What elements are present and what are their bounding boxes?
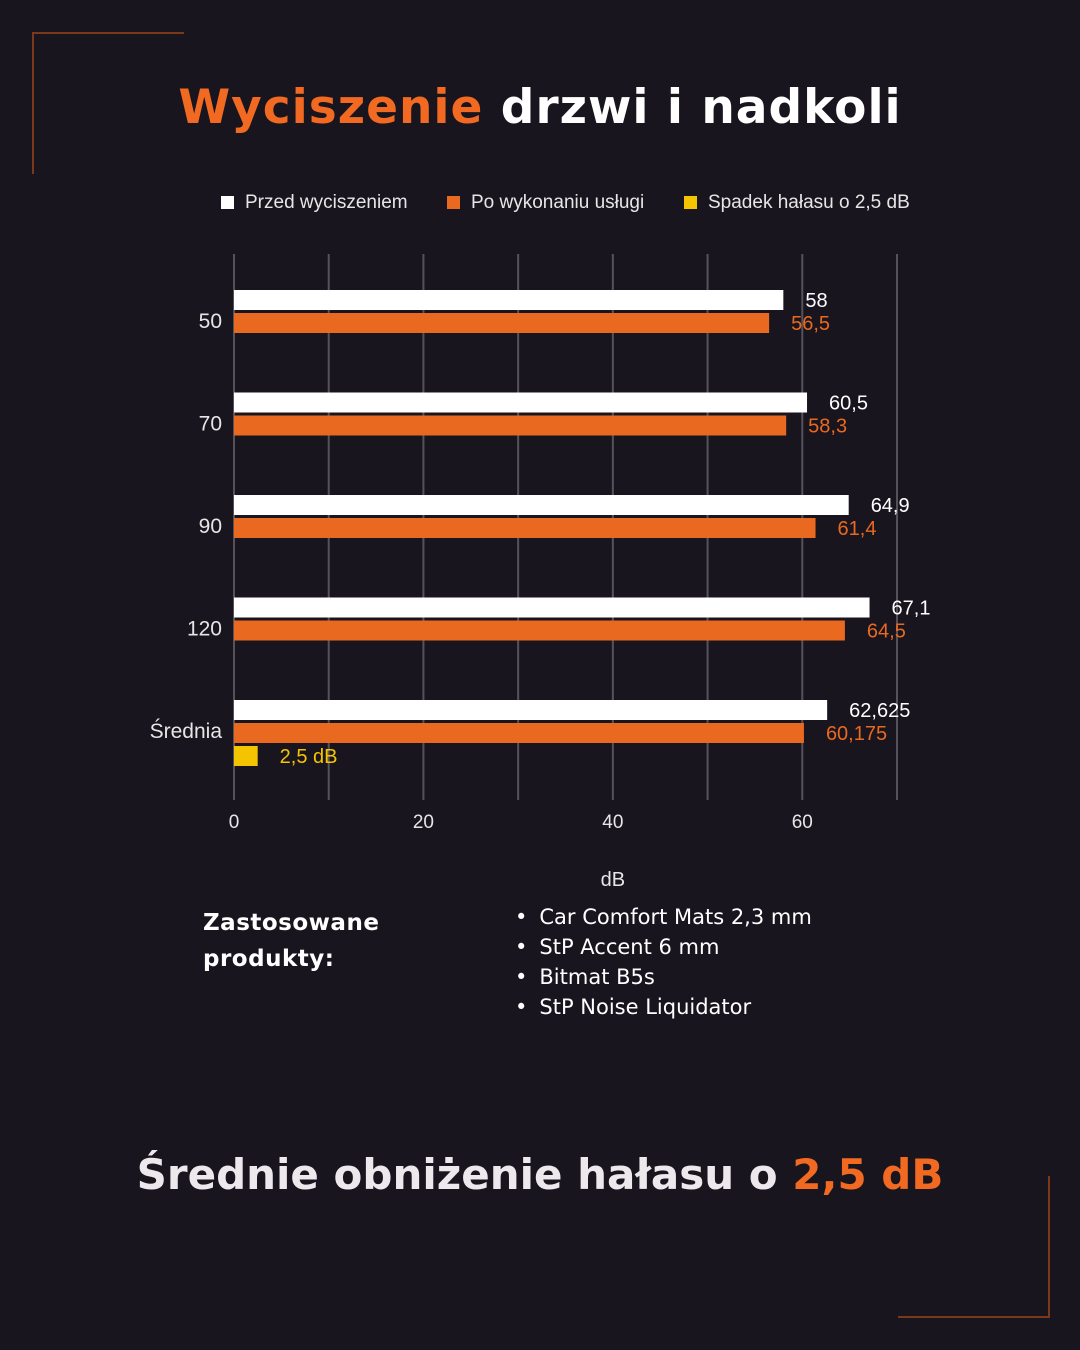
bar	[234, 597, 870, 618]
bar	[234, 700, 828, 720]
product-item: StP Accent 6 mm	[515, 932, 812, 962]
data-label: 58,3	[808, 416, 847, 438]
bar	[234, 290, 784, 310]
legend-label: Po wykonaniu usługi	[471, 192, 644, 213]
x-axis-label: dB	[601, 869, 625, 891]
legend-swatch	[447, 196, 460, 209]
x-tick-label: 20	[413, 812, 434, 833]
title-accent: Wyciszenie	[178, 80, 484, 135]
legend-swatch	[684, 196, 697, 209]
corner-frame-top-left	[32, 32, 184, 174]
data-label: 64,5	[867, 621, 906, 643]
bar	[234, 746, 258, 766]
data-label: 67,1	[892, 598, 931, 620]
bar	[234, 518, 816, 538]
x-tick-label: 60	[792, 812, 813, 833]
page-title: Wyciszenie drzwi i nadkoli	[0, 80, 1080, 135]
bar	[234, 313, 770, 333]
bar-chart: 0 20 40 60 dB Przed wyciszeniem Po wykonaniu u…	[150, 192, 931, 891]
y-tick-label: 120	[187, 618, 222, 641]
data-label: 62,625	[849, 700, 910, 722]
data-label: 64,9	[871, 495, 910, 517]
y-tick-label: 50	[199, 310, 222, 333]
summary-main: Średnie obniżenie hałasu o	[136, 1150, 778, 1199]
products-list: Car Comfort Mats 2,3 mm StP Accent 6 mm …	[515, 902, 812, 1022]
legend-label: Spadek hałasu o 2,5 dB	[708, 192, 910, 213]
products-heading-line1: Zastosowane	[203, 910, 380, 936]
y-tick-label: 70	[199, 413, 222, 436]
data-label: 56,5	[791, 313, 830, 335]
product-item: Car Comfort Mats 2,3 mm	[515, 902, 811, 932]
x-tick-label: 40	[602, 812, 623, 833]
bar	[234, 495, 849, 515]
data-label: 61,4	[838, 518, 877, 540]
bar	[234, 415, 787, 436]
data-label: 2,5 dB	[280, 746, 338, 768]
products-heading: Zastosowane produkty:	[203, 905, 493, 977]
summary-highlight: 2,5 dB	[792, 1150, 944, 1199]
x-tick-label: 0	[229, 812, 240, 833]
data-label: 60,175	[826, 723, 887, 745]
product-item: StP Noise Liquidator	[515, 992, 812, 1022]
bar	[234, 392, 808, 413]
summary-text: Średnie obniżenie hałasu o 2,5 dB	[0, 1150, 1080, 1199]
bar	[234, 620, 845, 641]
products-heading-line2: produkty:	[203, 946, 335, 972]
data-label: 60,5	[829, 393, 868, 415]
product-item: Bitmat B5s	[515, 962, 812, 992]
title-rest: drzwi i nadkoli	[500, 80, 902, 135]
y-tick-label: 90	[199, 515, 222, 538]
corner-frame-bottom-right	[898, 1176, 1050, 1318]
y-tick-label: Średnia	[150, 719, 223, 743]
bar	[234, 723, 804, 743]
data-label: 58	[805, 290, 827, 312]
legend-swatch	[221, 196, 234, 209]
legend-label: Przed wyciszeniem	[245, 192, 408, 213]
